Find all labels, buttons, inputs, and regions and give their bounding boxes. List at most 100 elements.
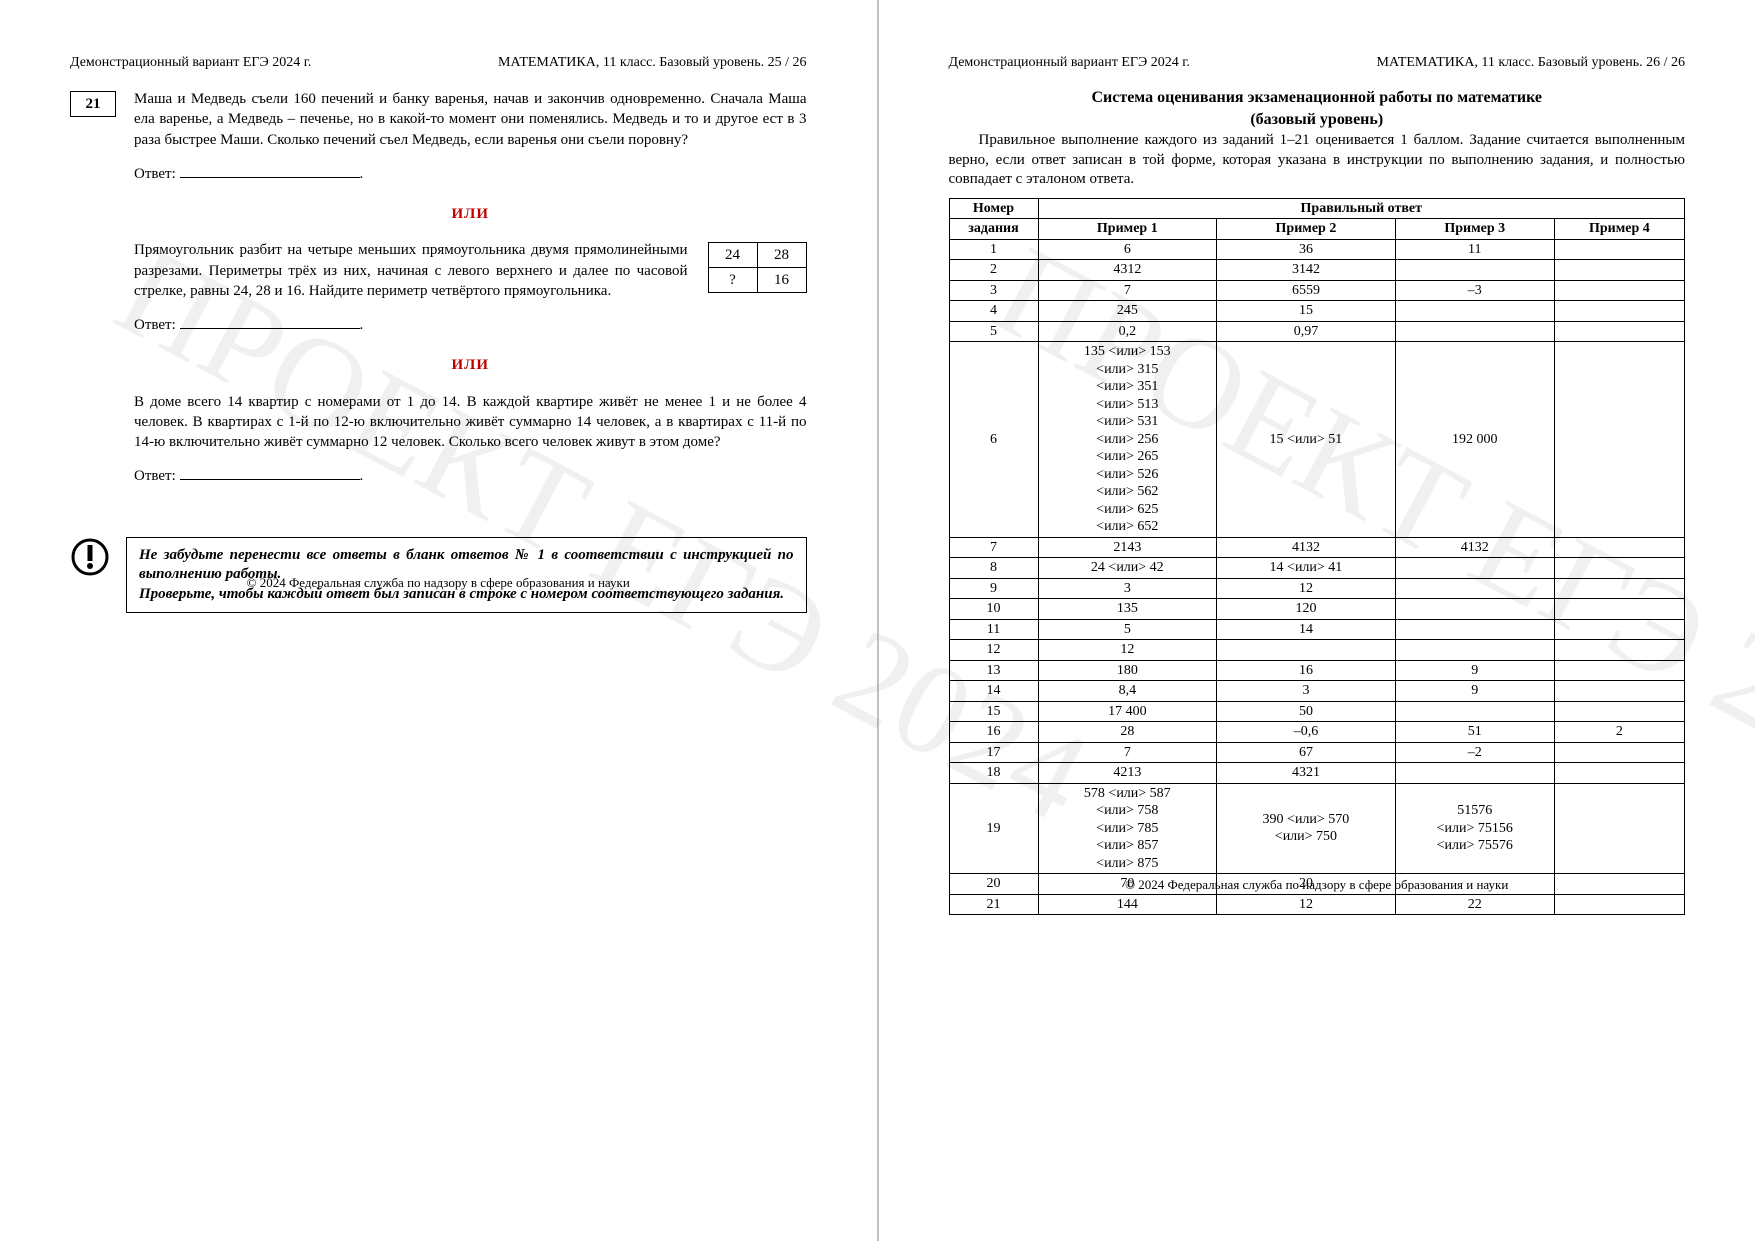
or-separator-1: ИЛИ xyxy=(134,204,807,224)
row-number: 7 xyxy=(949,537,1038,558)
answer-cell xyxy=(1554,280,1684,301)
answer-cell: 12 xyxy=(1038,640,1217,661)
answer-cell xyxy=(1554,558,1684,579)
row-number: 15 xyxy=(949,701,1038,722)
answer-cell: 50 xyxy=(1217,701,1396,722)
answer-line-3: Ответ: . xyxy=(134,464,807,486)
answer-cell: 0,2 xyxy=(1038,321,1217,342)
row-number: 9 xyxy=(949,578,1038,599)
answer-cell: 578 <или> 587 <или> 758 <или> 785 <или> … xyxy=(1038,783,1217,874)
answer-blank xyxy=(180,162,360,178)
table-row: 13180169 xyxy=(949,660,1685,681)
answer-cell: 51 xyxy=(1395,722,1554,743)
answer-cell: 14 xyxy=(1217,619,1396,640)
answer-cell xyxy=(1554,894,1684,915)
answer-cell: 4321 xyxy=(1217,763,1396,784)
answers-table: Номер Правильный ответ задания Пример 1 … xyxy=(949,198,1686,916)
table-row: 243123142 xyxy=(949,260,1685,281)
head-right-text: МАТЕМАТИКА, 11 класс. Базовый уровень. 2… xyxy=(1377,55,1686,71)
answer-cell xyxy=(1554,763,1684,784)
answer-cell: 51576 <или> 75156 <или> 75576 xyxy=(1395,783,1554,874)
answer-cell: 8,4 xyxy=(1038,681,1217,702)
answer-cell: 6559 xyxy=(1217,280,1396,301)
answer-cell: 180 xyxy=(1038,660,1217,681)
exclamation-icon xyxy=(70,537,110,577)
answer-cell xyxy=(1554,578,1684,599)
subcol-1: Пример 1 xyxy=(1038,219,1217,240)
page-left: ПРОЕКТ ЕГЭ 2024 Демонстрационный вариант… xyxy=(0,0,878,1241)
scoring-intro: Правильное выполнение каждого из заданий… xyxy=(949,131,1686,190)
answer-line-1: Ответ: . xyxy=(134,162,807,184)
mini-cell: ? xyxy=(708,268,757,293)
answer-cell xyxy=(1395,558,1554,579)
answer-cell xyxy=(1554,660,1684,681)
answer-cell: 15 <или> 51 xyxy=(1217,342,1396,538)
answer-cell xyxy=(1554,239,1684,260)
row-number: 1 xyxy=(949,239,1038,260)
row-number: 6 xyxy=(949,342,1038,538)
answer-label: Ответ: xyxy=(134,166,176,182)
row-number: 8 xyxy=(949,558,1038,579)
answer-cell xyxy=(1554,599,1684,620)
running-head-right: Демонстрационный вариант ЕГЭ 2024 г. МАТ… xyxy=(949,55,1686,71)
answer-cell: 5 xyxy=(1038,619,1217,640)
table-row: 50,20,97 xyxy=(949,321,1685,342)
answer-cell: 6 xyxy=(1038,239,1217,260)
table-row: 424515 xyxy=(949,301,1685,322)
answer-cell xyxy=(1395,301,1554,322)
answer-cell: 12 xyxy=(1217,894,1396,915)
answer-cell xyxy=(1395,321,1554,342)
task2-text: Прямоугольник разбит на четыре меньших п… xyxy=(134,240,688,301)
answer-cell: 11 xyxy=(1395,239,1554,260)
table-row: 148,439 xyxy=(949,681,1685,702)
answer-cell xyxy=(1554,619,1684,640)
table-row: 9312 xyxy=(949,578,1685,599)
table-row: 163611 xyxy=(949,239,1685,260)
answer-blank xyxy=(180,464,360,480)
answer-cell: 2 xyxy=(1554,722,1684,743)
answer-cell: 22 xyxy=(1395,894,1554,915)
mini-cell: 24 xyxy=(708,243,757,268)
answer-cell xyxy=(1554,742,1684,763)
row-number: 16 xyxy=(949,722,1038,743)
answer-cell: 12 xyxy=(1217,578,1396,599)
answer-label: Ответ: xyxy=(134,317,176,333)
answer-cell: 4213 xyxy=(1038,763,1217,784)
answer-cell: 67 xyxy=(1217,742,1396,763)
row-number: 13 xyxy=(949,660,1038,681)
answer-cell: 7 xyxy=(1038,280,1217,301)
subcol-3: Пример 3 xyxy=(1395,219,1554,240)
scoring-title-1: Система оценивания экзаменационной работ… xyxy=(949,89,1686,107)
head-left-text: Демонстрационный вариант ЕГЭ 2024 г. xyxy=(70,55,311,71)
answer-cell: –0,6 xyxy=(1217,722,1396,743)
task-21: 21 Маша и Медведь съели 160 печений и ба… xyxy=(70,89,807,487)
answer-cell: 14 <или> 41 xyxy=(1217,558,1396,579)
answer-cell: 4312 xyxy=(1038,260,1217,281)
answer-cell: 16 xyxy=(1217,660,1396,681)
footer-right: © 2024 Федеральная служба по надзору в с… xyxy=(949,877,1686,893)
answer-cell: 135 <или> 153 <или> 315 <или> 351 <или> … xyxy=(1038,342,1217,538)
col-num-header-l2: задания xyxy=(949,219,1038,240)
answer-cell: 120 xyxy=(1217,599,1396,620)
task-number-box: 21 xyxy=(70,91,116,117)
table-row: 7214341324132 xyxy=(949,537,1685,558)
answer-cell xyxy=(1395,640,1554,661)
answers-thead: Номер Правильный ответ задания Пример 1 … xyxy=(949,198,1685,239)
answer-cell: –2 xyxy=(1395,742,1554,763)
row-number: 5 xyxy=(949,321,1038,342)
row-number: 21 xyxy=(949,894,1038,915)
answer-cell xyxy=(1395,260,1554,281)
answer-cell: –3 xyxy=(1395,280,1554,301)
table-row: 376559–3 xyxy=(949,280,1685,301)
answer-cell: 390 <или> 570 <или> 750 xyxy=(1217,783,1396,874)
row-number: 4 xyxy=(949,301,1038,322)
answer-cell xyxy=(1395,578,1554,599)
answer-cell: 28 xyxy=(1038,722,1217,743)
answer-cell: 24 <или> 42 xyxy=(1038,558,1217,579)
answer-cell xyxy=(1395,619,1554,640)
row-number: 18 xyxy=(949,763,1038,784)
answer-cell: 4132 xyxy=(1395,537,1554,558)
answer-cell: 0,97 xyxy=(1217,321,1396,342)
mini-cell: 16 xyxy=(757,268,806,293)
task2-block: Прямоугольник разбит на четыре меньших п… xyxy=(134,240,807,301)
